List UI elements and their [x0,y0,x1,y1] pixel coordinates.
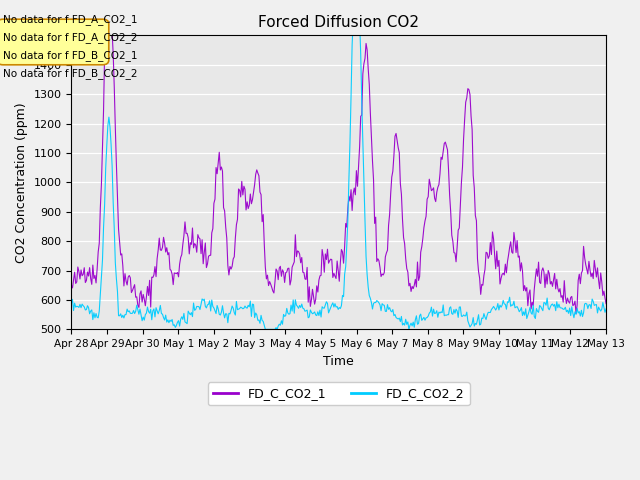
Legend: FD_C_CO2_1, FD_C_CO2_2: FD_C_CO2_1, FD_C_CO2_2 [207,383,470,406]
Text: No data for f FD_A_CO2_2: No data for f FD_A_CO2_2 [3,32,138,43]
Y-axis label: CO2 Concentration (ppm): CO2 Concentration (ppm) [15,102,28,263]
Title: Forced Diffusion CO2: Forced Diffusion CO2 [258,15,419,30]
Text: No data for f FD_B_CO2_2: No data for f FD_B_CO2_2 [3,68,138,79]
X-axis label: Time: Time [323,355,354,368]
Text: No data for f FD_A_CO2_1: No data for f FD_A_CO2_1 [3,13,138,24]
Text: No data for f FD_B_CO2_1: No data for f FD_B_CO2_1 [3,50,138,61]
